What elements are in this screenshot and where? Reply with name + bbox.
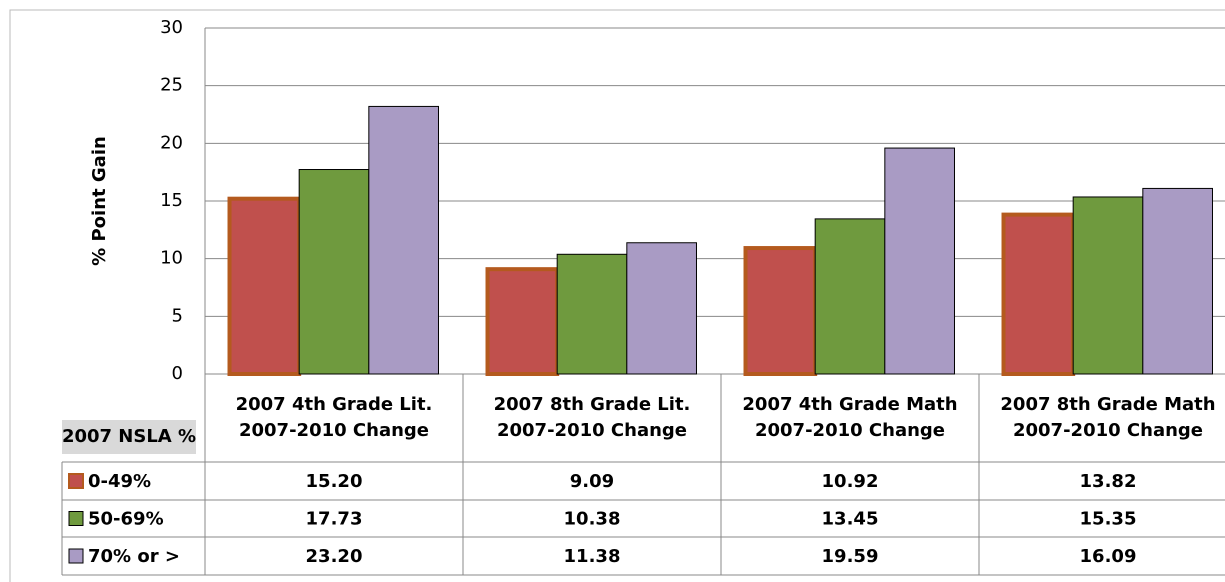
table-value: 11.38 (564, 546, 621, 567)
table-value: 19.59 (822, 546, 879, 567)
bar (556, 253, 628, 375)
legend-key (68, 511, 84, 526)
table-value: 10.92 (822, 471, 879, 492)
table-value: 23.20 (306, 546, 363, 567)
y-tick-label: 30 (160, 17, 183, 38)
x-tick-label: 2007 8th Grade Math 2007-2010 Change (1000, 394, 1216, 441)
y-tick-label: 25 (160, 75, 183, 96)
y-axis-label: % Point Gain (89, 136, 110, 266)
table-value: 10.38 (564, 509, 621, 530)
y-tick-label: 10 (160, 248, 183, 269)
bar (1072, 196, 1144, 375)
legend-label: 70% or > (88, 546, 180, 567)
bar (814, 218, 886, 375)
x-tick-label: 2007 4th Grade Math 2007-2010 Change (742, 394, 958, 441)
table-value: 16.09 (1080, 546, 1137, 567)
table-value: 9.09 (570, 471, 614, 492)
legend-key (68, 473, 84, 489)
y-tick-label: 20 (160, 132, 183, 153)
chart-frame (9, 9, 1225, 582)
bar (884, 147, 955, 375)
y-tick-label: 0 (172, 363, 183, 384)
bar (227, 196, 302, 376)
table-value: 15.20 (306, 471, 363, 492)
bar (626, 242, 697, 375)
legend-label: 50-69% (88, 509, 164, 530)
bar (743, 246, 818, 376)
y-tick-label: 15 (160, 190, 183, 211)
table-header-bg (62, 420, 196, 454)
table-value: 13.45 (822, 509, 879, 530)
table-header: 2007 NSLA % (62, 426, 196, 447)
table-value: 17.73 (306, 509, 363, 530)
table-value: 15.35 (1080, 509, 1137, 530)
bar (298, 169, 370, 375)
bar (1142, 187, 1213, 375)
x-tick-label: 2007 8th Grade Lit. 2007-2010 Change (493, 394, 691, 441)
x-tick-label: 2007 4th Grade Lit. 2007-2010 Change (235, 394, 433, 441)
legend-label: 0-49% (88, 471, 151, 492)
bar (1001, 212, 1076, 376)
legend-key (68, 548, 84, 564)
bar (485, 267, 560, 376)
bar (368, 105, 439, 375)
y-tick-label: 5 (172, 305, 183, 326)
table-value: 13.82 (1080, 471, 1137, 492)
